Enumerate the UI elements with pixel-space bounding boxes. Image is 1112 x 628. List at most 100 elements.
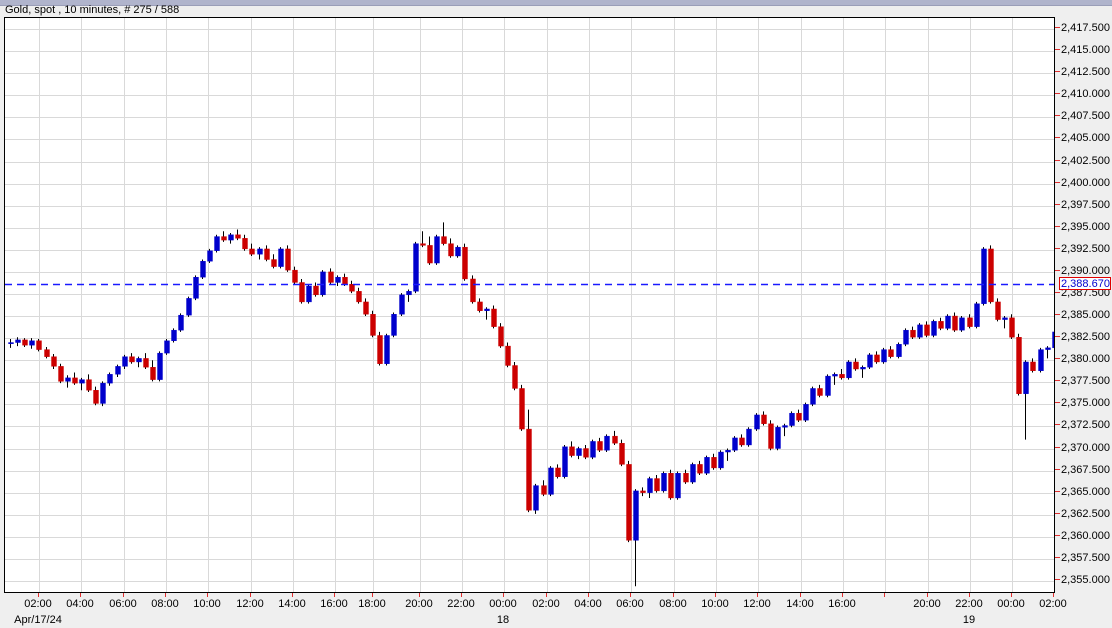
x-tick-label: 20:00 — [913, 598, 941, 610]
y-tick-mark — [1055, 512, 1060, 514]
x-tick-label: 20:00 — [405, 598, 433, 610]
y-tick-label: 2,402.500 — [1061, 154, 1110, 167]
y-tick-mark — [1055, 578, 1060, 580]
x-tick-label: 12:00 — [743, 598, 771, 610]
y-tick-mark — [1055, 556, 1060, 558]
y-tick-label: 2,415.000 — [1061, 44, 1110, 57]
y-tick-mark — [1055, 314, 1060, 316]
x-tick-mark — [207, 593, 208, 597]
x-tick-label: 10:00 — [193, 598, 221, 610]
x-tick-mark — [334, 593, 335, 597]
y-tick-mark — [1055, 490, 1060, 492]
x-tick-mark — [757, 593, 758, 597]
x-tick-label: 10:00 — [701, 598, 729, 610]
plot-area[interactable] — [4, 17, 1055, 593]
x-tick-label: 22:00 — [955, 598, 983, 610]
y-tick-label: 2,357.500 — [1061, 551, 1110, 564]
x-tick-label: 08:00 — [659, 598, 687, 610]
x-tick-label: 12:00 — [236, 598, 264, 610]
y-tick-label: 2,382.500 — [1061, 331, 1110, 344]
y-tick-mark — [1055, 137, 1060, 139]
y-tick-label: 2,407.500 — [1061, 110, 1110, 123]
y-tick-label: 2,412.500 — [1061, 66, 1110, 79]
x-tick-mark — [800, 593, 801, 597]
x-tick-mark — [546, 593, 547, 597]
y-tick-mark — [1055, 159, 1060, 161]
y-tick-mark — [1055, 115, 1060, 117]
x-tick-mark — [461, 593, 462, 597]
x-tick-mark — [842, 593, 843, 597]
x-tick-label: 08:00 — [151, 598, 179, 610]
y-tick-label: 2,362.500 — [1061, 507, 1110, 520]
y-tick-label: 2,390.000 — [1061, 264, 1110, 277]
y-tick-mark — [1055, 49, 1060, 51]
x-tick-label: 00:00 — [489, 598, 517, 610]
x-tick-label: 06:00 — [109, 598, 137, 610]
current-price-label: 2,388.670 — [1061, 277, 1110, 290]
x-tick-mark — [503, 593, 504, 597]
y-tick-label: 2,375.000 — [1061, 397, 1110, 410]
x-tick-mark — [165, 593, 166, 597]
x-tick-mark — [715, 593, 716, 597]
x-tick-label: 02:00 — [24, 598, 52, 610]
y-tick-label: 2,360.000 — [1061, 529, 1110, 542]
y-tick-mark — [1055, 446, 1060, 448]
y-tick-label: 2,417.500 — [1061, 22, 1110, 35]
candlestick-svg — [5, 18, 1054, 592]
x-tick-mark — [927, 593, 928, 597]
x-tick-mark — [884, 593, 885, 597]
x-tick-label: 02:00 — [1039, 598, 1067, 610]
x-tick-mark — [673, 593, 674, 597]
x-tick-label: 04:00 — [66, 598, 94, 610]
y-tick-label: 2,387.500 — [1061, 286, 1110, 299]
x-tick-label: 06:00 — [616, 598, 644, 610]
y-tick-mark — [1055, 247, 1060, 249]
y-tick-label: 2,380.000 — [1061, 353, 1110, 366]
y-tick-label: 2,410.000 — [1061, 88, 1110, 101]
y-tick-mark — [1055, 336, 1060, 338]
y-tick-mark — [1055, 71, 1060, 73]
current-price-tag[interactable]: 2,388.670 — [1059, 276, 1111, 290]
y-tick-label: 2,397.500 — [1061, 198, 1110, 211]
x-tick-label: 22:00 — [447, 598, 475, 610]
x-tick-label: 14:00 — [278, 598, 306, 610]
x-axis-day-label: 18 — [496, 614, 510, 626]
y-tick-label: 2,355.000 — [1061, 573, 1110, 586]
chart-title: Gold, spot , 10 minutes, # 275 / 588 — [5, 4, 180, 16]
y-tick-mark — [1055, 424, 1060, 426]
x-tick-label: 00:00 — [997, 598, 1025, 610]
x-tick-mark — [250, 593, 251, 597]
y-tick-mark — [1055, 358, 1060, 360]
x-tick-label: 16:00 — [828, 598, 856, 610]
y-tick-mark — [1055, 380, 1060, 382]
x-tick-mark — [1011, 593, 1012, 597]
y-tick-mark — [1055, 181, 1060, 183]
x-axis[interactable]: 02:00 04:00 06:00 08:00 10:00 12:00 14:00 16:00… — [4, 593, 1067, 628]
x-tick-mark — [588, 593, 589, 597]
x-tick-mark — [630, 593, 631, 597]
x-tick-mark — [372, 593, 373, 597]
window-titlebar-band — [0, 0, 1112, 6]
x-tick-mark — [80, 593, 81, 597]
y-tick-label: 2,367.500 — [1061, 463, 1110, 476]
y-axis[interactable]: 2,417.500 2,415.000 2,412.500 2,410.000 2,40… — [1055, 17, 1112, 593]
y-tick-mark — [1055, 269, 1060, 271]
y-tick-mark — [1055, 468, 1060, 470]
x-tick-mark — [292, 593, 293, 597]
x-tick-mark — [123, 593, 124, 597]
y-tick-label: 2,400.000 — [1061, 176, 1110, 189]
y-tick-mark — [1055, 225, 1060, 227]
y-tick-mark — [1055, 203, 1060, 205]
y-tick-label: 2,395.000 — [1061, 220, 1110, 233]
y-tick-label: 2,385.000 — [1061, 309, 1110, 322]
x-tick-label: 14:00 — [786, 598, 814, 610]
x-tick-label: 02:00 — [532, 598, 560, 610]
y-tick-label: 2,370.000 — [1061, 441, 1110, 454]
x-tick-mark — [969, 593, 970, 597]
y-tick-label: 2,405.000 — [1061, 132, 1110, 145]
y-tick-label: 2,392.500 — [1061, 242, 1110, 255]
x-tick-label: 16:00 — [320, 598, 348, 610]
x-axis-day-label: 19 — [962, 614, 976, 626]
x-tick-label: 18:00 — [358, 598, 386, 610]
